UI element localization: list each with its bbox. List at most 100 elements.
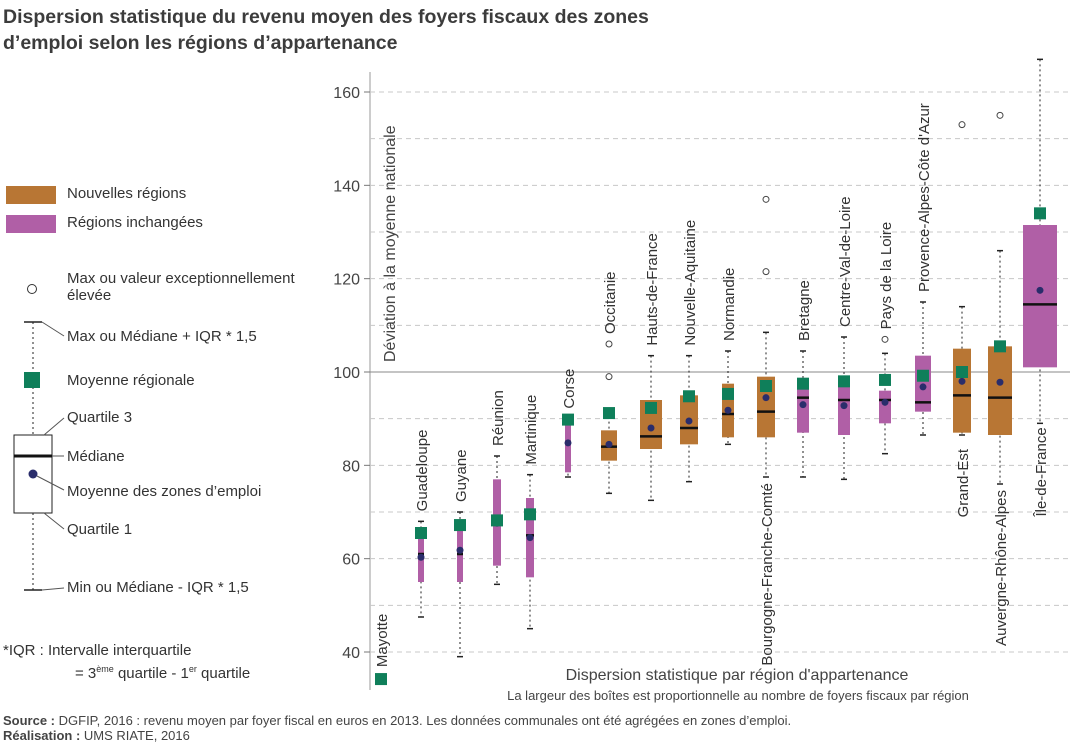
regional-mean-marker [797,377,809,390]
legend-label-regional-mean: Moyenne régionale [67,372,195,389]
zone-mean-point [1036,286,1044,294]
region-label: Bretagne [796,280,813,341]
y-tick-label: 100 [333,365,360,382]
region-label: Provence-Alpes-Côte d'Azur [916,103,933,292]
box [1023,225,1057,368]
zone-mean-point [919,383,927,391]
zone-mean-point [840,402,848,410]
legend-pointer-q3 [43,417,65,436]
region-label: Guyane [453,449,470,502]
outlier-point [605,340,613,348]
y-tick-label: 60 [342,552,360,569]
y-tick-label: 120 [333,272,360,289]
y-tick-label: 140 [333,178,360,195]
iqr-note-line1: *IQR : Intervalle interquartile [3,642,192,659]
region-label: Réunion [490,390,507,446]
regional-mean-marker [760,380,772,392]
region-label: Martinique [523,395,540,465]
regional-mean-marker [645,401,657,414]
legend-pointer-q1 [43,512,65,530]
x-axis-label: Dispersion statistique par région d'appa… [566,667,909,684]
legend-mean-square-icon [24,372,40,388]
regional-mean-marker [683,390,695,403]
regional-mean-marker [722,387,734,400]
region-label: Nouvelle-Aquitaine [682,220,699,346]
region-label: Mayotte [374,614,391,667]
zone-mean-point [881,398,889,406]
regional-mean-marker [917,369,929,382]
regional-mean-marker [994,340,1006,353]
legend-pointer-min [41,587,65,591]
region-label: Centre-Val-de-Loire [837,196,854,327]
regional-mean-marker [603,407,615,420]
boxplot-chart: 40 60 80 100 120 140 160 Déviation à la moyenne… [333,58,1070,703]
legend-label-unchanged-regions: Régions inchangées [67,214,203,231]
region-label: Île-de-France [1033,427,1050,517]
regional-mean-marker [838,375,850,388]
legend-swatches [6,186,65,591]
legend-swatch-new-regions [6,186,56,204]
regional-mean-marker [1034,207,1046,220]
region-label: Pays de la Loire [878,222,895,330]
x-axis-sublabel: La largeur des boîtes est proportionnell… [507,688,969,703]
y-axis-label: Déviation à la moyenne nationale [382,125,399,362]
zone-mean-point [647,424,655,432]
regional-mean-marker [415,527,427,539]
iqr-note-line2: = 3ème quartile - 1er quartile [75,664,251,682]
regional-mean-marker [491,514,503,527]
zone-mean-point [762,394,770,402]
regional-mean-marker [375,673,387,686]
region-label: Hauts-de-France [644,233,661,346]
legend-zone-mean-icon [28,469,38,479]
region-label: Grand-Est [955,448,972,517]
regional-mean-marker [562,413,574,426]
y-tick-label: 80 [342,458,360,475]
legend-label-whisker-min: Min ou Médiane - IQR * 1,5 [67,579,249,596]
box [457,530,463,582]
outlier-point [762,195,770,203]
y-tick-label: 40 [342,645,360,662]
outlier-point [996,111,1004,119]
legend-swatch-unchanged-regions [6,215,56,233]
regional-mean-marker [454,519,466,532]
box [988,346,1012,435]
zone-mean-point [724,406,732,414]
region-label: Guadeloupe [414,430,431,512]
outlier-point [881,335,889,343]
zone-mean-point [526,534,534,542]
zone-mean-point [799,401,807,409]
region-label: Bourgogne-Franche-Comté [759,483,776,666]
legend-outlier-icon [27,284,37,294]
legend-pointer-mean [36,475,65,491]
legend-label-outlier: Max ou valeur exceptionnellement élevée [67,270,295,304]
region-label: Corse [561,369,578,409]
chart-title: Dispersion statistique du revenu moyen d… [3,6,649,54]
outlier-point [958,121,966,129]
legend-label-new-regions: Nouvelles régions [67,185,187,202]
zone-mean-point [685,417,693,425]
box [879,390,891,424]
legend-label-median: Médiane [67,448,125,465]
legend-label-q3: Quartile 3 [67,409,133,426]
zone-mean-point [456,546,464,554]
zone-mean-point [958,377,966,385]
region-label: Normandie [721,268,738,341]
footer-source: Source : DGFIP, 2016 : revenu moyen par … [3,713,792,728]
footer-credit: Réalisation : UMS RIATE, 2016 [3,728,190,743]
regional-mean-marker [956,366,968,378]
legend-pointer-max [41,321,65,337]
outlier-point [605,373,613,381]
legend-label-mean-zones: Moyenne des zones d’emploi [67,483,262,500]
region-label: Auvergne-Rhône-Alpes [993,490,1010,646]
zone-mean-point [605,440,613,448]
legend-label-whisker-max: Max ou Médiane + IQR * 1,5 [67,328,257,345]
outlier-point [762,268,770,276]
regional-mean-marker [879,373,891,386]
zone-mean-point [564,439,572,447]
region-label: Occitanie [602,271,619,334]
zone-mean-point [417,553,425,561]
y-tick-label: 160 [333,85,360,102]
regional-mean-marker [524,508,536,521]
zone-mean-point [996,378,1004,386]
legend-label-q1: Quartile 1 [67,521,133,538]
